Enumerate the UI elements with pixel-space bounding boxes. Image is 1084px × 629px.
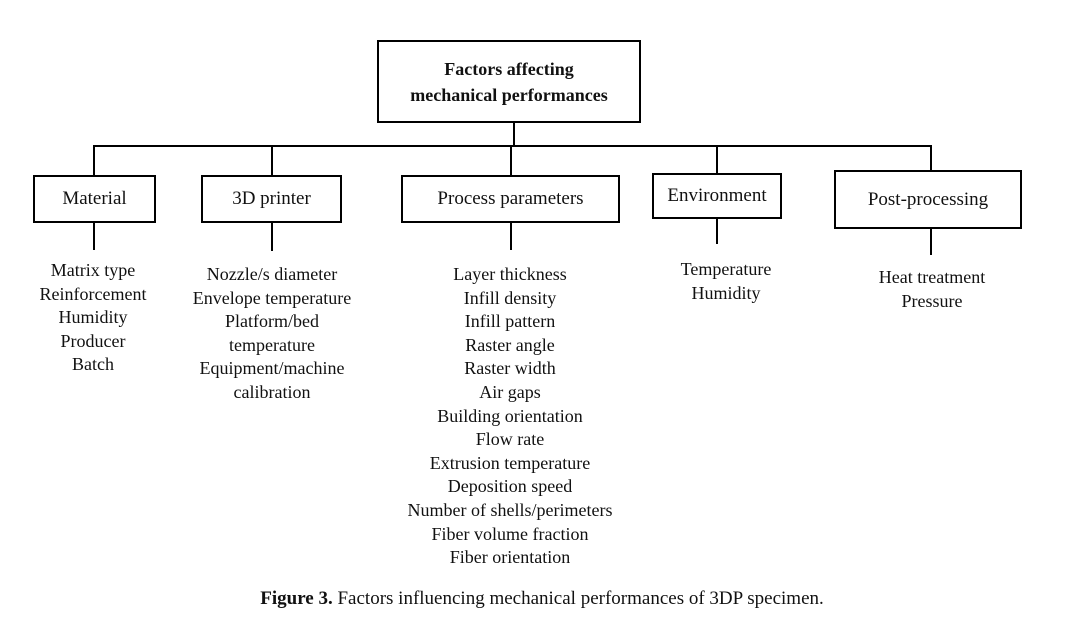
item-list-material: Matrix type Reinforcement Humidity Produ… xyxy=(40,259,147,377)
branch-line-material xyxy=(93,145,95,176)
category-box-environment: Environment xyxy=(652,173,782,219)
list-item: Platform/bed xyxy=(225,311,319,332)
list-item: Heat treatment xyxy=(878,267,986,287)
category-label-3d-printer: 3D printer xyxy=(232,188,311,209)
item-list-post-processing: Heat treatment Pressure xyxy=(879,266,985,313)
branch-line-3d-printer xyxy=(271,145,273,176)
item-stem-process-parameters xyxy=(510,223,512,250)
list-item: Building orientation xyxy=(437,405,583,426)
root-title-line-1: Factors affecting xyxy=(444,58,574,79)
category-label-environment: Environment xyxy=(667,185,767,206)
category-label-post-processing: Post-processing xyxy=(867,188,989,210)
list-item: Equipment/machine xyxy=(199,358,345,379)
item-stem-environment xyxy=(716,218,718,244)
figure-caption-label: Figure 3. xyxy=(260,588,333,609)
list-item: Fiber orientation xyxy=(449,547,571,568)
list-item: Nozzle/s diameter xyxy=(206,264,338,284)
item-list-environment: Temperature Humidity xyxy=(681,258,772,305)
item-stem-material xyxy=(93,222,95,250)
list-item: Air gaps xyxy=(479,381,541,402)
list-item: Raster angle xyxy=(465,334,555,355)
list-item: Number of shells/perimeters xyxy=(407,499,613,520)
list-item: Batch xyxy=(72,354,114,375)
list-item: Flow rate xyxy=(475,429,545,450)
list-item: Humidity xyxy=(58,307,128,328)
figure-caption: Figure 3. Factors influencing mechanical… xyxy=(0,588,1084,610)
category-label-process-parameters: Process parameters xyxy=(437,188,584,209)
root-title-line-2: mechanical performances xyxy=(410,84,608,105)
item-stem-post-processing xyxy=(930,229,932,255)
list-item: Infill pattern xyxy=(464,311,556,332)
category-box-3d-printer: 3D printer xyxy=(201,175,342,223)
item-list-3d-printer: Nozzle/s diameter Envelope temperature P… xyxy=(193,263,351,405)
list-item: Extrusion temperature xyxy=(429,452,591,473)
category-box-process-parameters: Process parameters xyxy=(401,175,620,223)
list-item: Reinforcement xyxy=(39,283,147,304)
category-box-post-processing: Post-processing xyxy=(834,170,1022,229)
list-item: Envelope temperature xyxy=(192,287,352,308)
list-item: Layer thickness xyxy=(453,264,567,284)
branch-line-process-parameters xyxy=(510,145,512,176)
branch-line-post-processing xyxy=(930,145,932,171)
list-item: Humidity xyxy=(691,282,761,303)
list-item: Fiber volume fraction xyxy=(431,523,589,544)
list-item: calibration xyxy=(233,381,311,402)
category-label-material: Material xyxy=(62,188,127,209)
list-item: Producer xyxy=(60,330,126,351)
horizontal-bus-line xyxy=(93,145,932,147)
item-stem-3d-printer xyxy=(271,222,273,251)
item-list-process-parameters: Layer thickness Infill density Infill pa… xyxy=(408,263,613,570)
list-item: Deposition speed xyxy=(447,476,573,497)
branch-line-environment xyxy=(716,145,718,176)
root-stem-line xyxy=(513,122,515,146)
list-item: temperature xyxy=(229,334,315,355)
figure-caption-text: Factors influencing mechanical performan… xyxy=(332,588,824,609)
list-item: Temperature xyxy=(680,259,772,279)
list-item: Pressure xyxy=(901,290,963,311)
list-item: Raster width xyxy=(464,358,556,379)
list-item: Infill density xyxy=(463,287,557,308)
list-item: Matrix type xyxy=(50,260,136,280)
root-box: Factors affecting mechanical performance… xyxy=(377,40,641,123)
category-box-material: Material xyxy=(33,175,156,223)
